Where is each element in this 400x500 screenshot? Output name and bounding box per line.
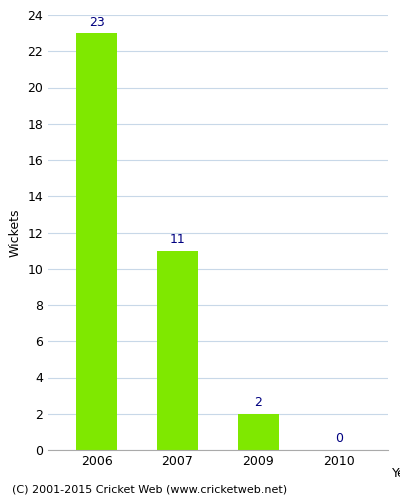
Text: 23: 23	[89, 16, 104, 28]
Text: 2: 2	[254, 396, 262, 409]
Bar	[157, 250, 198, 450]
Y-axis label: Wickets: Wickets	[9, 208, 22, 257]
X-axis label: Year: Year	[392, 468, 400, 480]
Text: 11: 11	[170, 233, 185, 246]
Bar	[238, 414, 279, 450]
Bar	[76, 33, 117, 450]
Text: (C) 2001-2015 Cricket Web (www.cricketweb.net): (C) 2001-2015 Cricket Web (www.cricketwe…	[12, 485, 287, 495]
Text: 0: 0	[336, 432, 344, 446]
